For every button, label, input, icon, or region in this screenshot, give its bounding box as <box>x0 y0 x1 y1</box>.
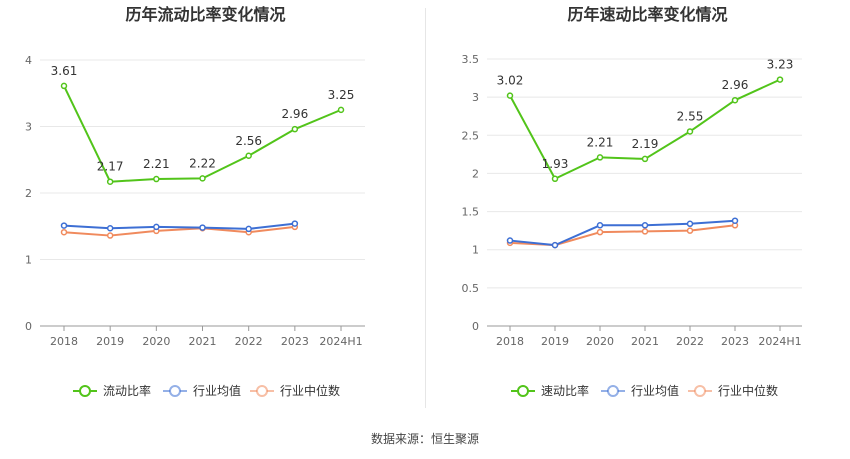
x-tick-label: 2021 <box>631 335 659 348</box>
chart-title: 历年流动比率变化情况 <box>125 5 285 24</box>
y-tick-label: 0 <box>472 320 479 333</box>
data-point <box>60 222 68 229</box>
legend-marker <box>517 385 529 397</box>
x-tick-label: 2022 <box>676 335 704 348</box>
data-label: 3.25 <box>328 88 355 102</box>
y-tick-label: 1.5 <box>462 206 480 219</box>
quick-ratio-svg: 历年速动比率变化情况 0 0.5 1 1.5 2 2.5 3 3.5 2018 2019 2020 20… <box>462 5 802 398</box>
data-point <box>641 155 649 163</box>
data-point <box>776 76 784 83</box>
data-point <box>686 220 694 228</box>
y-tick-label: 0.5 <box>462 282 480 295</box>
data-point <box>596 154 604 161</box>
current-ratio-svg: 历年流动比率变化情况 0 1 2 3 4 2018 2019 2020 2021 2022 2023 2… <box>25 5 365 398</box>
legend-marker <box>169 385 181 397</box>
y-tick-label: 2.5 <box>462 129 480 142</box>
legend-label: 行业中位数 <box>718 383 778 398</box>
data-point <box>506 237 514 244</box>
series-line <box>509 219 736 247</box>
y-tick-label: 3 <box>25 121 32 134</box>
legend-label: 流动比率 <box>103 383 151 398</box>
data-point <box>291 220 299 227</box>
data-label: 2.22 <box>189 156 216 170</box>
data-label: 3.23 <box>767 58 794 72</box>
data-label: 2.21 <box>143 157 170 171</box>
data-point <box>60 82 68 90</box>
data-point <box>337 106 345 114</box>
data-label: 2.21 <box>587 135 614 149</box>
y-tick-label: 1 <box>472 244 479 257</box>
data-point <box>106 224 114 232</box>
data-label: 2.96 <box>722 78 749 92</box>
data-label: 1.93 <box>542 157 569 171</box>
x-tick-label: 2022 <box>235 335 263 348</box>
y-tick-label: 3 <box>472 91 479 104</box>
data-point <box>245 152 252 160</box>
data-label: 2.17 <box>97 160 124 174</box>
x-tick-label: 2018 <box>50 335 78 348</box>
legend-label: 行业均值 <box>193 383 241 398</box>
data-point <box>506 92 514 99</box>
data-source-text: 数据来源：恒生聚源 <box>370 432 479 446</box>
legend-label: 行业均值 <box>631 383 679 398</box>
series-line <box>63 222 295 230</box>
data-point <box>641 222 649 229</box>
data-point <box>60 228 68 236</box>
data-point <box>153 175 160 183</box>
legend-marker <box>79 385 91 397</box>
x-tick-label: 2023 <box>721 335 749 348</box>
legend-marker <box>256 385 268 397</box>
x-tick-label: 2019 <box>541 335 569 348</box>
data-point <box>551 241 559 249</box>
x-tick-label: 2023 <box>281 335 309 348</box>
legend-label: 速动比率 <box>541 383 589 398</box>
data-point <box>199 224 206 231</box>
y-tick-label: 3.5 <box>462 53 480 66</box>
data-point <box>641 228 649 235</box>
panel-divider <box>425 8 426 408</box>
data-point <box>245 225 252 233</box>
quick-ratio-chart: 历年速动比率变化情况 0 0.5 1 1.5 2 2.5 3 3.5 2018 2019 2020 20… <box>425 0 850 420</box>
y-tick-label: 0 <box>25 320 32 333</box>
data-label: 2.19 <box>632 137 659 151</box>
data-point <box>731 217 739 224</box>
data-source-note: 数据来源：恒生聚源 <box>0 430 850 447</box>
data-point <box>153 223 160 231</box>
y-tick-label: 4 <box>25 54 32 67</box>
series-line <box>63 225 295 237</box>
x-tick-label: 2020 <box>142 335 170 348</box>
data-label: 3.61 <box>51 64 78 78</box>
data-label: 2.96 <box>281 107 308 121</box>
data-point <box>686 128 694 135</box>
data-point <box>596 228 604 236</box>
y-tick-label: 2 <box>472 167 479 180</box>
data-point <box>106 178 114 185</box>
x-tick-label: 2024H1 <box>758 335 801 348</box>
chart-title: 历年速动比率变化情况 <box>567 5 727 24</box>
x-tick-label: 2020 <box>586 335 614 348</box>
data-point <box>106 232 114 239</box>
legend-marker <box>694 385 706 397</box>
data-point <box>731 96 739 104</box>
data-point <box>686 227 694 234</box>
data-label: 2.56 <box>235 134 262 148</box>
data-point <box>291 125 299 133</box>
data-label: 2.55 <box>677 109 704 123</box>
x-tick-label: 2019 <box>96 335 124 348</box>
x-tick-label: 2021 <box>189 335 217 348</box>
legend-marker <box>607 385 619 397</box>
x-tick-label: 2024H1 <box>319 335 362 348</box>
series-line <box>509 224 736 247</box>
y-tick-label: 1 <box>25 254 32 267</box>
data-point <box>596 222 604 229</box>
data-label: 3.02 <box>497 74 524 88</box>
x-tick-label: 2018 <box>496 335 524 348</box>
y-tick-label: 2 <box>25 187 32 200</box>
data-point <box>551 175 559 183</box>
legend-label: 行业中位数 <box>280 383 340 398</box>
data-point <box>199 175 206 182</box>
current-ratio-chart: 历年流动比率变化情况 0 1 2 3 4 2018 2019 2020 2021 2022 2023 2… <box>0 0 425 420</box>
